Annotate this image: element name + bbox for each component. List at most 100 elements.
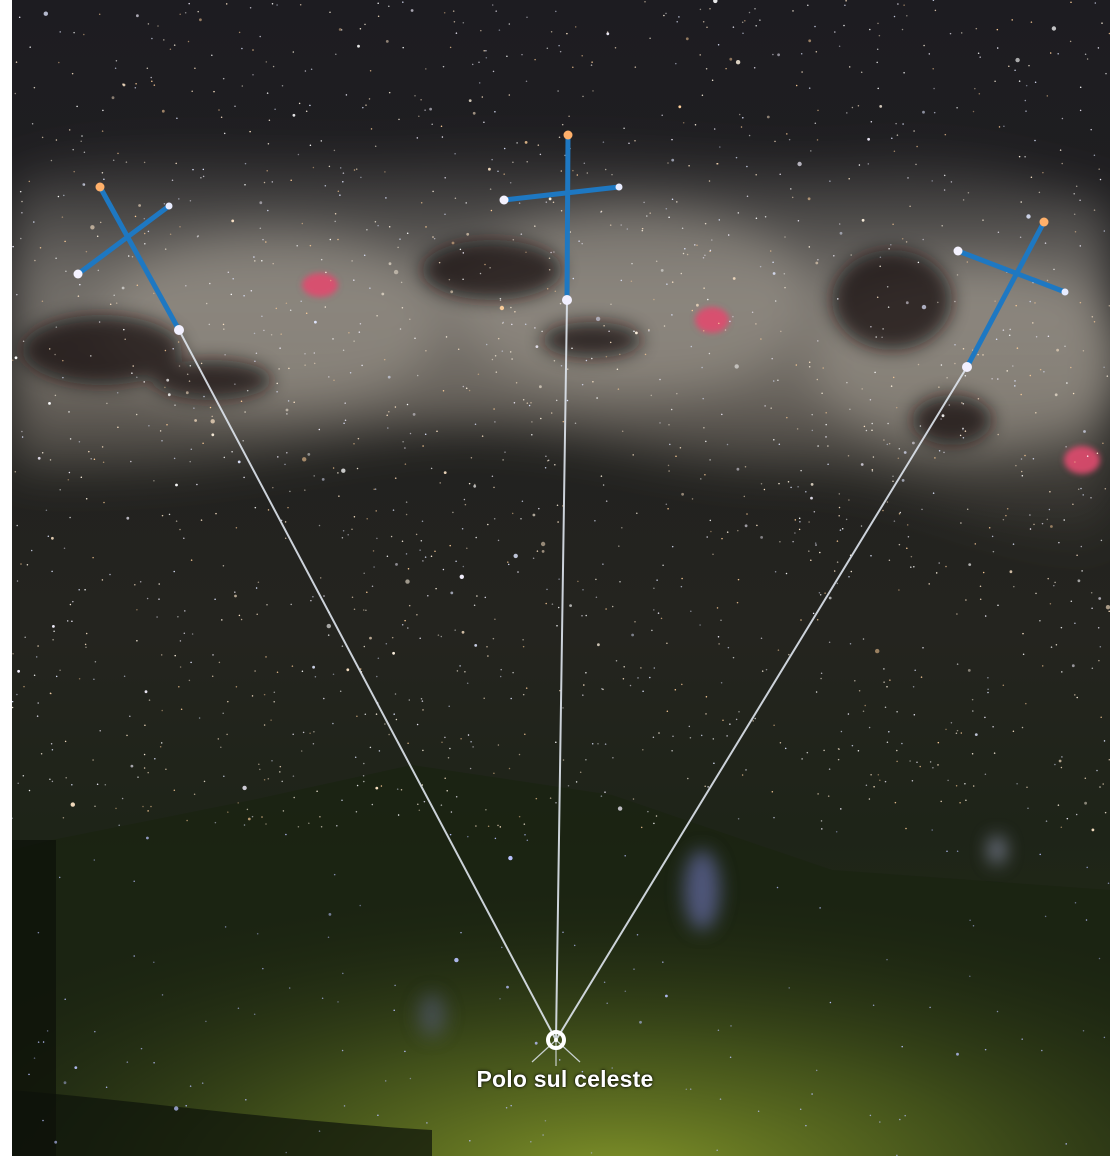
star (861, 388, 863, 390)
star (705, 695, 708, 698)
star (313, 352, 316, 354)
star (821, 828, 823, 830)
star (808, 521, 810, 523)
star (407, 627, 409, 629)
star (305, 110, 308, 113)
star (559, 302, 562, 305)
star (425, 226, 427, 228)
star (764, 405, 766, 407)
star (339, 194, 341, 196)
star (290, 179, 292, 182)
star (966, 508, 969, 511)
star (512, 238, 515, 241)
star (1104, 811, 1107, 814)
star (351, 528, 353, 531)
star (883, 668, 885, 670)
star (630, 280, 633, 282)
star (1014, 385, 1016, 387)
star (177, 615, 179, 618)
star (886, 286, 889, 288)
star (189, 460, 191, 463)
star (26, 563, 29, 566)
star (724, 329, 727, 331)
star (899, 1118, 901, 1121)
star (946, 376, 948, 379)
star (872, 1004, 875, 1006)
star (101, 446, 104, 448)
star (309, 104, 311, 107)
star (341, 468, 346, 473)
star (1060, 626, 1063, 629)
star (441, 136, 444, 138)
star (592, 381, 594, 383)
star (222, 712, 224, 715)
star (449, 544, 451, 547)
star (85, 498, 88, 500)
star (401, 540, 404, 542)
star (726, 443, 729, 446)
star (672, 735, 674, 738)
star (777, 649, 780, 651)
star (58, 61, 60, 64)
star (960, 522, 962, 524)
star (83, 151, 86, 153)
star (601, 687, 603, 690)
star (252, 74, 254, 76)
star (257, 581, 260, 584)
star (689, 1088, 692, 1090)
star (126, 734, 128, 737)
star (273, 691, 276, 694)
star (938, 386, 940, 388)
star (450, 290, 454, 294)
star (663, 14, 665, 17)
star (1020, 393, 1022, 396)
star (287, 400, 290, 402)
star (658, 732, 660, 734)
star (467, 734, 470, 736)
star (174, 404, 176, 406)
star (1032, 322, 1034, 324)
star (304, 489, 306, 491)
star (243, 295, 245, 297)
star (895, 122, 897, 125)
star (1051, 26, 1057, 31)
star (298, 102, 301, 105)
star (655, 815, 658, 817)
star (466, 232, 470, 236)
star (857, 104, 860, 107)
cross-left (75, 184, 182, 333)
star (956, 613, 958, 615)
star (105, 1086, 108, 1088)
star (940, 800, 942, 803)
star (931, 180, 933, 182)
star (512, 161, 514, 163)
star (131, 255, 134, 258)
star (1032, 457, 1035, 460)
star (701, 94, 704, 96)
star (474, 483, 476, 486)
star (375, 713, 378, 715)
star (962, 199, 965, 201)
star (1042, 171, 1044, 174)
star (314, 676, 317, 678)
star (64, 740, 67, 743)
star (518, 202, 521, 204)
star (877, 773, 880, 776)
star (1090, 128, 1092, 131)
star (237, 802, 239, 804)
star (384, 1080, 387, 1082)
star (418, 115, 420, 117)
star (534, 225, 536, 227)
star (718, 219, 721, 221)
star (151, 80, 153, 83)
star (922, 110, 925, 114)
star (987, 676, 989, 679)
star (185, 1105, 187, 1107)
star (941, 224, 943, 227)
star (1044, 915, 1047, 918)
star (860, 463, 864, 466)
star (955, 785, 958, 787)
star (109, 303, 112, 306)
star (73, 170, 75, 173)
star (704, 785, 706, 787)
